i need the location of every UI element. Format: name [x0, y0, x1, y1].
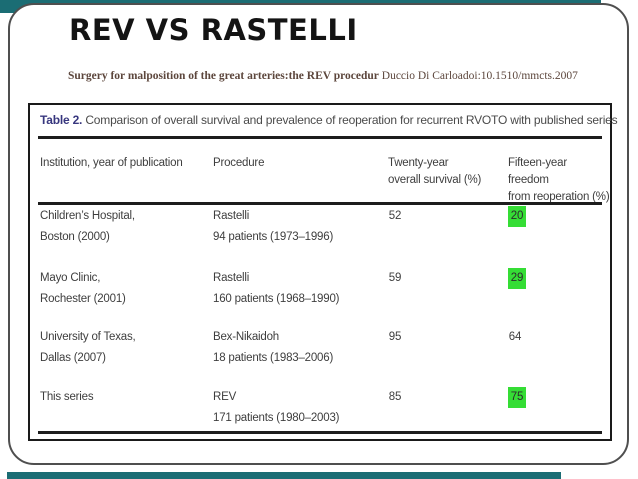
column-header-survival-line2: overall survival (%): [388, 174, 482, 186]
header-divider: [38, 202, 602, 205]
procedure-name: Rastelli: [213, 210, 250, 222]
procedure-detail: 171 patients (1980–2003): [213, 412, 340, 424]
procedure-name: REV: [213, 391, 237, 403]
cell-procedure: REV 171 patients (1980–2003): [213, 387, 339, 429]
cell-procedure: Rastelli 160 patients (1968–1990): [213, 268, 339, 310]
freedom-value: 20: [508, 206, 526, 227]
published-series-table: Table 2. Comparison of overall survival …: [28, 103, 618, 441]
cell-survival: 59: [388, 268, 402, 289]
institution-line2: Rochester (2001): [40, 293, 126, 305]
cell-freedom: 29: [508, 268, 526, 289]
column-header-freedom-line1: Fifteen-year freedom: [508, 157, 567, 186]
column-header-survival: Twenty-year overall survival (%): [388, 155, 481, 189]
procedure-name: Bex-Nikaidoh: [213, 331, 279, 343]
freedom-value: 64: [508, 331, 522, 343]
column-header-freedom: Fifteen-year freedom from reoperation (%): [508, 155, 610, 206]
procedure-detail: 94 patients (1973–1996): [213, 231, 334, 243]
page-title: REV VS RASTELLI: [69, 13, 358, 47]
cell-procedure: Rastelli 94 patients (1973–1996): [213, 206, 333, 248]
cell-institution: Mayo Clinic, Rochester (2001): [40, 268, 126, 310]
cell-freedom: 75: [508, 387, 526, 408]
institution-line1: Mayo Clinic,: [40, 272, 101, 284]
survival-value: 52: [388, 210, 402, 222]
cell-survival: 52: [388, 206, 402, 227]
table-row: This series REV 171 patients (1980–2003) …: [30, 387, 610, 441]
survival-value: 95: [388, 331, 402, 343]
cell-institution: University of Texas, Dallas (2007): [40, 327, 136, 369]
citation-paper-title: Surgery for malposition of the great art…: [68, 70, 379, 82]
table-row: University of Texas, Dallas (2007) Bex-Ni…: [30, 327, 610, 381]
table-caption-label: Table 2.: [40, 113, 83, 127]
cell-survival: 85: [388, 387, 402, 408]
survival-value: 59: [388, 272, 402, 284]
table-row: Mayo Clinic, Rochester (2001) Rastelli 160…: [30, 268, 610, 322]
column-header-procedure: Procedure: [213, 157, 265, 169]
freedom-value: 29: [508, 268, 526, 289]
table-row: Children’s Hospital, Boston (2000) Rastel…: [30, 206, 610, 260]
cell-freedom: 64: [508, 327, 522, 348]
column-header-institution: Institution, year of publication: [40, 157, 183, 169]
freedom-value: 75: [508, 387, 526, 408]
column-header-survival-line1: Twenty-year: [388, 157, 449, 169]
cell-procedure: Bex-Nikaidoh 18 patients (1983–2006): [213, 327, 333, 369]
table-header-row: Institution, year of publication Procedu…: [30, 155, 610, 203]
caption-divider: [38, 136, 602, 139]
procedure-name: Rastelli: [213, 272, 250, 284]
cell-freedom: 20: [508, 206, 526, 227]
cell-institution: This series: [40, 387, 94, 408]
teal-bottom-strip: [7, 472, 561, 479]
institution-line1: University of Texas,: [40, 331, 136, 343]
procedure-detail: 160 patients (1968–1990): [213, 293, 340, 305]
column-header-freedom-line2: from reoperation (%): [508, 191, 610, 203]
table-caption: Table 2. Comparison of overall survival …: [40, 113, 618, 127]
cell-institution: Children’s Hospital, Boston (2000): [40, 206, 135, 248]
institution-line1: Children’s Hospital,: [40, 210, 135, 222]
institution-line1: This series: [40, 391, 94, 403]
teal-top-strip: [0, 0, 601, 4]
cell-survival: 95: [388, 327, 402, 348]
table-caption-text: Comparison of overall survival and preva…: [82, 113, 618, 127]
citation-line: Surgery for malposition of the great art…: [68, 70, 578, 82]
survival-value: 85: [388, 391, 402, 403]
institution-line2: Boston (2000): [40, 231, 110, 243]
institution-line2: Dallas (2007): [40, 352, 106, 364]
procedure-detail: 18 patients (1983–2006): [213, 352, 334, 364]
table-bottom-divider: [38, 431, 602, 434]
citation-author-doi: Duccio Di Carloadoi:10.1510/mmcts.2007: [378, 70, 578, 82]
